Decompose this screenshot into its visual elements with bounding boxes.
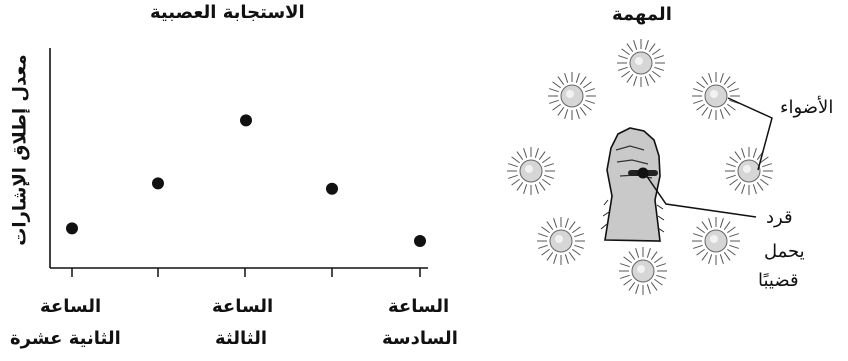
monkey-label-line1: قرد	[766, 207, 793, 228]
task-title: المهمة	[612, 4, 672, 25]
lights-leader-line	[727, 97, 773, 171]
tick-label-6-line1: الساعة	[388, 296, 450, 317]
tick-label-6-line2: السادسة	[382, 328, 458, 349]
tick-label-12-line2: الثانية عشرة	[10, 328, 121, 349]
monkey-hand-icon	[600, 127, 665, 242]
data-point	[66, 222, 78, 235]
light-bulb-icon	[507, 147, 555, 195]
light-bulb-icon	[617, 39, 665, 87]
data-point	[414, 235, 426, 247]
tick-label-12-line1: الساعة	[40, 296, 102, 317]
tick-label-3-line1: الساعة	[212, 296, 274, 317]
monkey-label-line2: يحمل	[764, 241, 805, 262]
data-point	[152, 177, 164, 190]
light-bulb-icon	[725, 147, 773, 195]
light-bulb-icon	[692, 217, 740, 265]
light-bulb-icon	[537, 217, 585, 265]
tick-label-3-line2: الثالثة	[215, 328, 268, 349]
monkey-label-line3: قضيبًا	[758, 270, 799, 291]
chart-title: الاستجابة العصبية	[150, 2, 305, 23]
monkey-leader-line	[645, 174, 757, 218]
light-bulb-icon	[692, 72, 740, 120]
data-point	[326, 182, 338, 195]
light-bulb-icon	[619, 247, 667, 295]
data-point	[240, 114, 252, 127]
light-bulb-icon	[548, 72, 596, 120]
lights-label: الأضواء	[780, 97, 834, 118]
